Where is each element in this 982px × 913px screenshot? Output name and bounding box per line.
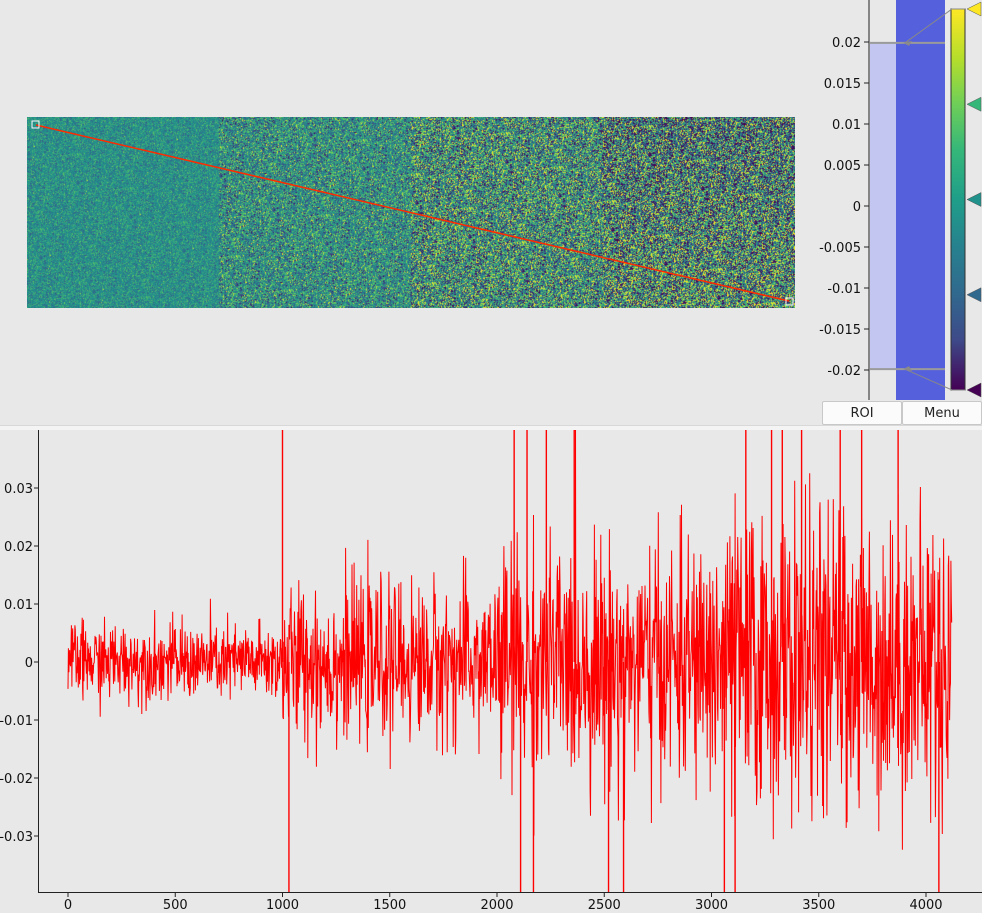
y-tick-label: -0.01: [0, 714, 33, 729]
histogram-tick-label: -0.02: [827, 364, 861, 379]
gradient-bar[interactable]: [950, 8, 966, 391]
y-tick-label: 0.03: [4, 482, 33, 497]
profile-line-series: [67, 430, 953, 850]
level-region[interactable]: [896, 0, 945, 400]
histogram-tick-label: 0.015: [824, 77, 861, 92]
profile-plot-panel: 0.03 0.02 0.01 0 -0.01 -0.02 -0.03 0 500 1000 150…: [0, 430, 982, 913]
histogram-tick-label: -0.01: [827, 282, 861, 297]
x-tick-label: 2500: [588, 898, 621, 913]
x-tick-label: 1500: [373, 898, 406, 913]
triangle-left-icon[interactable]: [966, 287, 982, 303]
splitter-handle[interactable]: [0, 425, 982, 431]
triangle-left-icon[interactable]: [966, 1, 982, 17]
y-tick-label: 0.01: [4, 598, 33, 613]
x-tick-label: 500: [163, 898, 188, 913]
histogram-axis: 0.02 0.015 0.01 0.005 0 -0.005 -0.01 -0.015 -0.0…: [819, 36, 869, 379]
triangle-left-icon[interactable]: [966, 382, 982, 398]
y-tick-label: 0.02: [4, 540, 33, 555]
histogram-tick-label: 0.005: [824, 159, 861, 174]
y-tick-label: -0.03: [0, 830, 33, 845]
profile-plot[interactable]: 0.03 0.02 0.01 0 -0.01 -0.02 -0.03 0 500 1000 150…: [0, 430, 982, 913]
y-tick-label: -0.02: [0, 772, 33, 787]
gradient-connector-top: [904, 8, 966, 44]
arrow-icon: [903, 366, 912, 372]
y-axis: 0.03 0.02 0.01 0 -0.01 -0.02 -0.03: [0, 482, 38, 845]
histogram-tick-label: 0: [853, 200, 861, 215]
profile-spikes: [281, 430, 940, 892]
triangle-left-icon[interactable]: [966, 192, 982, 207]
histogram-tick-label: 0.01: [832, 118, 861, 133]
triangle-left-icon[interactable]: [966, 96, 982, 112]
histogram-tick-label: -0.015: [819, 323, 861, 338]
x-tick-label: 0: [64, 898, 72, 913]
menu-button[interactable]: Menu: [902, 401, 982, 425]
x-tick-label: 1000: [266, 898, 299, 913]
histogram-lut: 0.02 0.015 0.01 0.005 0 -0.005 -0.01 -0.015 -0.0…: [819, 0, 982, 400]
gradient-ticks: [966, 1, 982, 398]
roi-button[interactable]: ROI: [822, 401, 902, 425]
x-tick-label: 3000: [695, 898, 728, 913]
histogram-tick-label: -0.005: [819, 241, 861, 256]
x-axis: 0 500 1000 1500 2000 2500 3000 3500 4000: [64, 892, 943, 913]
histogram-tick-label: 0.02: [832, 36, 861, 51]
x-tick-label: 3500: [802, 898, 835, 913]
gradient-connector-bottom: [904, 368, 966, 391]
x-tick-label: 2000: [480, 898, 513, 913]
y-tick-label: 0: [25, 656, 33, 671]
line-roi[interactable]: [35, 124, 790, 302]
arrow-icon: [903, 40, 912, 46]
x-tick-label: 4000: [909, 898, 942, 913]
image-view-panel: 0.02 0.015 0.01 0.005 0 -0.005 -0.01 -0.015 -0.0…: [0, 0, 982, 425]
